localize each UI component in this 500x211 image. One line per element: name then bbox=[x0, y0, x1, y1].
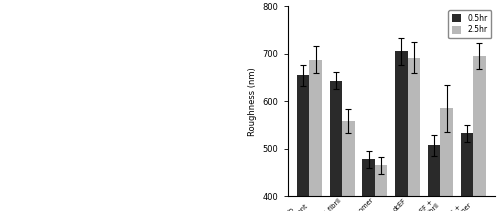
Bar bbox=[408, 58, 420, 211]
Legend: 0.5hr, 2.5hr: 0.5hr, 2.5hr bbox=[448, 10, 491, 38]
Bar bbox=[362, 159, 375, 211]
Bar bbox=[428, 145, 440, 211]
Y-axis label: Roughness (nm): Roughness (nm) bbox=[248, 67, 257, 136]
Bar bbox=[330, 81, 342, 211]
Bar bbox=[297, 75, 310, 211]
Bar bbox=[342, 121, 354, 211]
Bar bbox=[440, 108, 453, 211]
Bar bbox=[395, 51, 407, 211]
Bar bbox=[460, 133, 473, 211]
Bar bbox=[473, 56, 486, 211]
Bar bbox=[375, 165, 388, 211]
Bar bbox=[310, 60, 322, 211]
